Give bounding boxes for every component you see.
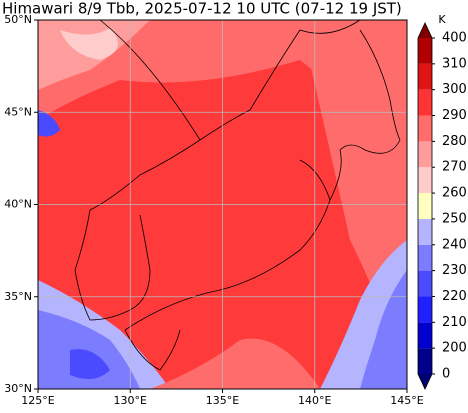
colorbar-label: 0	[442, 367, 450, 382]
colorbar-label: 400	[442, 31, 467, 46]
colorbar-extend-high	[418, 23, 432, 38]
y-tick-label: 30°N	[4, 382, 32, 395]
colorbar-segment	[418, 38, 432, 64]
colorbar-segment	[418, 63, 432, 90]
map-frame	[37, 19, 408, 390]
colorbar-label: 280	[442, 134, 467, 149]
colorbar-segment	[418, 218, 432, 245]
coastlines	[74, 19, 401, 371]
colorbar-segment	[418, 270, 432, 297]
y-tick-label: 40°N	[4, 198, 32, 211]
x-tick-label: 130°E	[114, 394, 147, 407]
colorbar-label: 310	[442, 56, 467, 71]
colorbar-label: 240	[442, 237, 467, 252]
colorbar-label: 210	[442, 315, 467, 330]
title: Himawari 8/9 Tbb, 2025-07-12 10 UTC (07-…	[2, 0, 402, 18]
x-tick-label: 125°E	[21, 394, 54, 407]
colorbar: 0 200 210 220 230 240 250 260 270 280 290 300 310 400	[417, 22, 467, 390]
colorbar-extend-low	[418, 374, 432, 389]
colorbar-label: 270	[442, 160, 467, 175]
x-tick-label: 140°E	[298, 394, 331, 407]
colorbar-label: 260	[442, 186, 467, 201]
colorbar-label: 230	[442, 263, 467, 278]
colorbar-label: 200	[442, 341, 467, 356]
colorbar-segment	[418, 89, 432, 116]
colorbar-label: 300	[442, 82, 467, 97]
colorbar-segment	[418, 167, 432, 194]
colorbar-unit: K	[438, 13, 446, 26]
x-tick-label: 145°E	[390, 394, 423, 407]
colorbar-segment	[418, 296, 432, 323]
colorbar-segment	[418, 115, 432, 142]
colorbar-segment	[418, 322, 432, 349]
colorbar-label: 220	[442, 289, 467, 304]
colorbar-segment	[418, 348, 432, 374]
x-tick-label: 135°E	[206, 394, 239, 407]
colorbar-segment	[418, 244, 432, 271]
y-tick-label: 35°N	[4, 290, 32, 303]
colorbar-segment	[418, 141, 432, 168]
colorbar-segment	[418, 193, 432, 219]
y-tick-label: 45°N	[4, 105, 32, 118]
colorbar-label: 290	[442, 108, 467, 123]
y-tick-label: 50°N	[4, 13, 32, 26]
colorbar-label: 250	[442, 211, 467, 226]
